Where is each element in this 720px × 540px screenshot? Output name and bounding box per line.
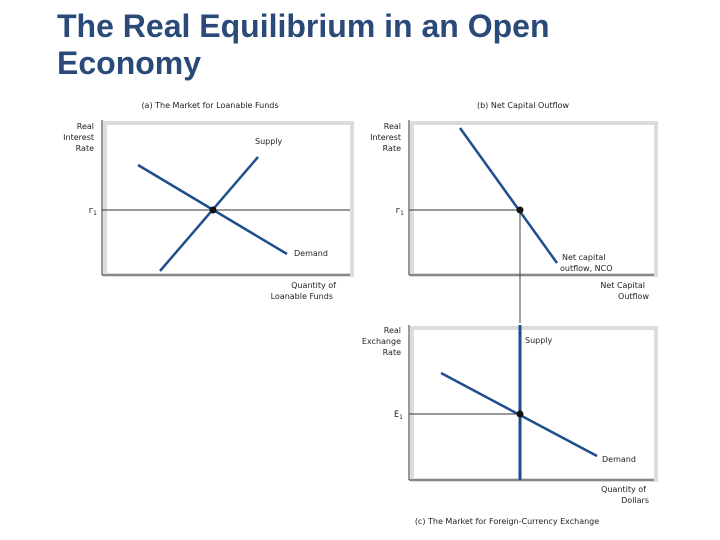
panel-b-r1-label: r1 bbox=[395, 206, 404, 217]
panel-b-frame bbox=[410, 121, 658, 277]
loanable-funds-supply-curve bbox=[159, 156, 259, 272]
panel-c-y-label-1: Real bbox=[384, 326, 401, 335]
panel-loanable-funds: (a) The Market for Loanable Funds Real I… bbox=[63, 101, 354, 301]
panel-b-y-label-3: Rate bbox=[383, 144, 401, 153]
panel-a-r1-label: r1 bbox=[88, 206, 97, 217]
panel-b-x-label-2: Outflow bbox=[618, 292, 649, 301]
panel-c-demand-label: Demand bbox=[602, 455, 636, 464]
nco-label-1: Net capital bbox=[562, 253, 605, 262]
panel-a-y-label-1: Real bbox=[77, 122, 94, 131]
panel-a-demand-label: Demand bbox=[294, 249, 328, 258]
panel-a-caption: (a) The Market for Loanable Funds bbox=[141, 101, 278, 110]
panel-a-equilibrium-point bbox=[209, 206, 217, 214]
panel-c-y-label-2: Exchange bbox=[362, 337, 401, 346]
panel-c-supply-label: Supply bbox=[525, 336, 553, 345]
panel-c-x-label-1: Quantity of bbox=[601, 485, 646, 494]
slide-title: The Real Equilibrium in an Open Economy bbox=[57, 8, 550, 81]
panel-c-equilibrium-point bbox=[516, 410, 524, 418]
panel-b-y-label-1: Real bbox=[384, 122, 401, 131]
nco-curve bbox=[458, 127, 559, 264]
panel-a-x-label-1: Quantity of bbox=[291, 281, 336, 290]
panel-c-e1-label: E1 bbox=[394, 410, 403, 421]
panel-a-y-label-3: Rate bbox=[76, 144, 94, 153]
panel-a-x-label-2: Loanable Funds bbox=[271, 292, 333, 301]
panel-c-caption: (c) The Market for Foreign-Currency Exch… bbox=[415, 517, 599, 526]
panel-b-caption: (b) Net Capital Outflow bbox=[477, 101, 569, 110]
panel-foreign-currency-exchange: Real Exchange Rate Quantity of Dollars E… bbox=[362, 325, 658, 526]
panel-b-equilibrium-point bbox=[516, 206, 524, 214]
nco-label-2: outflow, NCO bbox=[560, 264, 613, 273]
panel-a-supply-label: Supply bbox=[255, 137, 283, 146]
panel-net-capital-outflow: (b) Net Capital Outflow Real Interest Ra… bbox=[370, 101, 658, 301]
panel-b-y-label-2: Interest bbox=[370, 133, 401, 142]
panel-c-x-label-2: Dollars bbox=[621, 496, 649, 505]
panel-b-x-label-1: Net Capital bbox=[600, 281, 645, 290]
panel-c-y-label-3: Rate bbox=[383, 348, 401, 357]
panel-a-y-label-2: Interest bbox=[63, 133, 94, 142]
